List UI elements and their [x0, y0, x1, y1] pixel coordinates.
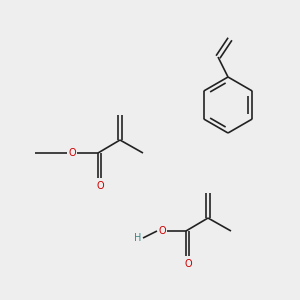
Text: O: O: [96, 181, 104, 191]
Text: H: H: [134, 233, 142, 243]
Text: O: O: [184, 259, 192, 269]
Text: O: O: [158, 226, 166, 236]
Text: O: O: [68, 148, 76, 158]
